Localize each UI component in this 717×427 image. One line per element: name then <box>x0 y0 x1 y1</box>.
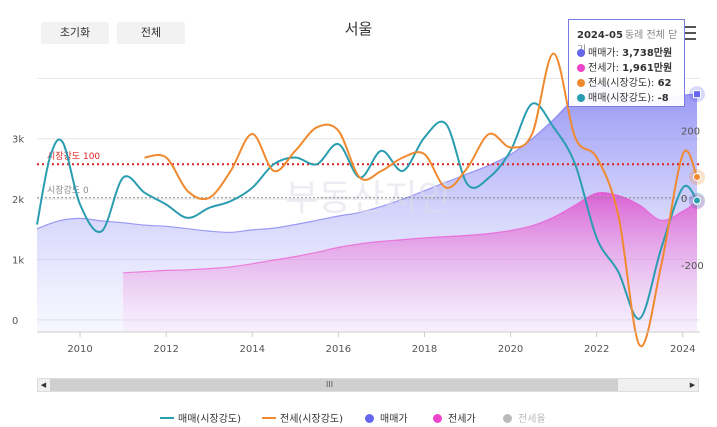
tooltip-row: 매매가: 3,738만원 <box>577 44 672 59</box>
x-tick-label: 2024 <box>670 344 695 355</box>
tooltip-value: 62 <box>657 78 672 89</box>
tooltip-value: -8 <box>657 93 669 104</box>
legend-label: 전세율 <box>518 414 546 425</box>
area-edge-jeonse-price <box>123 191 698 274</box>
tooltip-date: 2024-05 <box>577 30 623 41</box>
grip-icon: III <box>326 380 334 389</box>
y-right-tick-label: -200 <box>681 261 704 272</box>
legend-item[interactable]: 전세(시장강도) <box>262 410 343 425</box>
y-right-tick-label: 0 <box>681 194 687 205</box>
tooltip-dot-icon <box>577 94 585 102</box>
reference-line-label: 시장강도 100 <box>47 151 100 162</box>
scroll-left-icon[interactable]: ◀ <box>40 381 47 389</box>
tooltip-value: 3,738만원 <box>622 48 673 59</box>
x-tick-label: 2018 <box>412 344 437 355</box>
hover-marker <box>692 90 701 99</box>
tooltip-label: 매매(시장강도): <box>588 93 658 104</box>
legend-label: 전세(시장강도) <box>280 414 344 425</box>
y-left-tick-label: 3k <box>12 135 24 146</box>
watermark-text: 부동산지인 <box>285 178 451 219</box>
legend-dot-icon <box>433 414 442 423</box>
tooltip-dot-icon <box>577 49 585 57</box>
legend-label: 매매가 <box>380 414 408 425</box>
tooltip-dot-icon <box>577 64 585 72</box>
legend-item[interactable]: 매매가 <box>365 410 408 425</box>
tooltip-row: 전세(시장강도): 62 <box>577 74 671 89</box>
x-tick-label: 2014 <box>240 344 265 355</box>
range-navigator[interactable]: ◀ III ▶ <box>37 378 699 392</box>
x-tick-label: 2022 <box>584 344 609 355</box>
y-right-tick-label: 200 <box>681 127 700 138</box>
x-tick-label: 2020 <box>498 344 523 355</box>
series-line-jeonse-strength <box>144 52 698 348</box>
chart-plot[interactable]: 부동산지인 시장강도 100 시장강도 0 0 1k 2k 3k 200 0 -200 2010… <box>0 0 717 400</box>
area-fill-jeonse-price <box>123 192 698 332</box>
tooltip-row: 전세가: 1,961만원 <box>577 59 672 74</box>
chart-title: 서울 <box>344 20 373 38</box>
legend-line-icon <box>262 417 276 419</box>
hover-marker <box>692 172 701 181</box>
legend-line-icon <box>160 417 174 419</box>
all-range-button[interactable]: 전체 <box>117 22 185 44</box>
tooltip-row: 매매(시장강도): -8 <box>577 89 669 104</box>
legend-dot-icon <box>365 414 374 423</box>
tooltip-dot-icon <box>577 79 585 87</box>
scroll-right-icon[interactable]: ▶ <box>689 381 696 389</box>
y-left-tick-label: 1k <box>12 256 24 267</box>
legend-dot-icon <box>503 414 512 423</box>
reset-button[interactable]: 초기화 <box>41 22 109 44</box>
x-tick-label: 2016 <box>326 344 351 355</box>
legend-label: 전세가 <box>448 414 476 425</box>
legend-item[interactable]: 매매(시장강도) <box>160 410 241 425</box>
legend-item[interactable]: 전세율 <box>503 410 546 425</box>
x-tick-label: 2010 <box>67 344 92 355</box>
tooltip-label: 전세(시장강도): <box>588 78 658 89</box>
hover-marker <box>692 196 701 205</box>
navigator-handle[interactable]: III <box>50 379 618 391</box>
hamburger-menu-icon[interactable] <box>680 26 696 40</box>
tooltip-value: 1,961만원 <box>622 63 673 74</box>
legend-label: 매매(시장강도) <box>178 414 242 425</box>
tooltip-label: 매매가: <box>588 48 623 59</box>
y-left-tick-label: 0 <box>12 316 18 327</box>
reference-line-label: 시장강도 0 <box>47 185 89 196</box>
x-tick-label: 2012 <box>153 344 178 355</box>
y-left-tick-label: 2k <box>12 195 24 206</box>
tooltip-label: 전세가: <box>588 63 623 74</box>
legend-item[interactable]: 전세가 <box>433 410 476 425</box>
